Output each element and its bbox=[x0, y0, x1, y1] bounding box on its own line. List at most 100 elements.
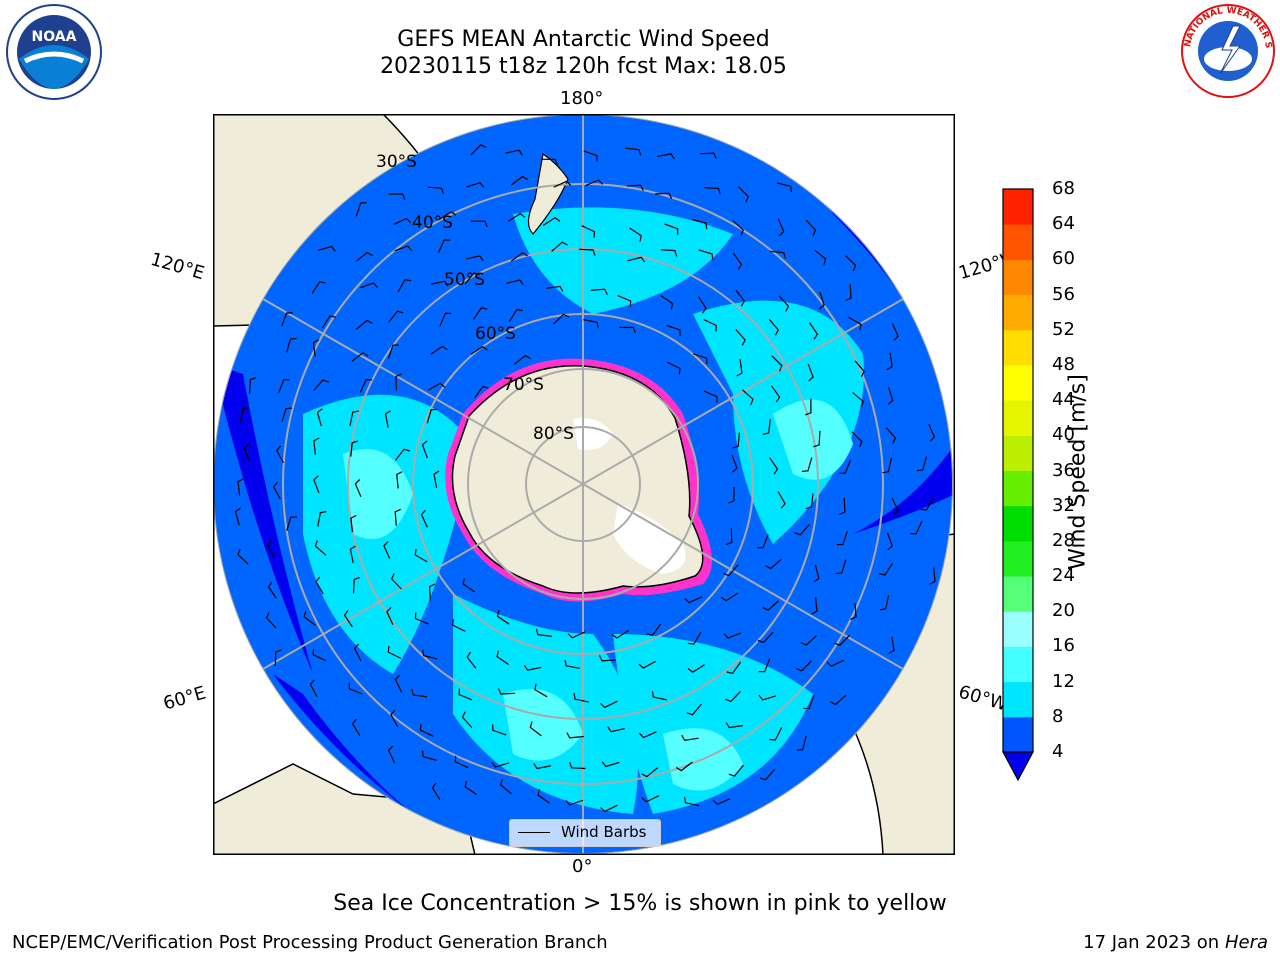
wind-barb bbox=[430, 345, 448, 355]
wind-barb bbox=[349, 545, 356, 564]
wind-barb bbox=[535, 628, 552, 637]
wind-barb bbox=[266, 540, 275, 558]
wind-barb bbox=[318, 245, 336, 252]
wind-barb bbox=[278, 379, 290, 394]
wind-barb bbox=[420, 509, 428, 528]
wind-barb bbox=[601, 761, 620, 768]
wind-barb bbox=[419, 724, 434, 737]
wind-barb bbox=[666, 324, 681, 336]
wind-barb bbox=[732, 432, 740, 449]
wind-barb bbox=[353, 643, 362, 662]
colorbar-tick-label: 24 bbox=[1052, 565, 1075, 587]
colorbar-tick-label: 20 bbox=[1052, 600, 1075, 622]
wind-barb bbox=[491, 761, 509, 768]
wind-barb bbox=[776, 182, 793, 193]
wind-barb bbox=[352, 576, 360, 594]
wind-barb bbox=[687, 664, 705, 673]
wind-barb bbox=[796, 735, 807, 751]
wind-barb bbox=[731, 454, 738, 473]
wind-barb bbox=[778, 295, 790, 312]
wind-barb bbox=[852, 392, 865, 408]
wind-barb bbox=[836, 530, 848, 546]
wind-barb bbox=[699, 152, 717, 159]
wind-barb bbox=[807, 363, 814, 382]
colorbar-segment bbox=[1003, 681, 1033, 718]
wind-barb bbox=[243, 443, 250, 462]
wind-barb bbox=[626, 184, 644, 192]
colorbar-segment bbox=[1003, 576, 1033, 612]
wind-barb bbox=[470, 220, 488, 228]
wind-barb bbox=[675, 761, 693, 772]
wind-barb bbox=[916, 456, 928, 472]
wind-barb bbox=[315, 576, 324, 595]
wind-barb bbox=[741, 389, 754, 406]
wind-barb bbox=[687, 631, 702, 645]
wind-barb bbox=[428, 583, 436, 601]
wind-barb bbox=[355, 319, 373, 330]
wind-barb bbox=[762, 418, 771, 436]
wind-barb bbox=[286, 337, 297, 353]
colorbar bbox=[1001, 188, 1035, 782]
chart-subtitle: 20230115 t18z 120h fcst Max: 18.05 bbox=[380, 54, 787, 79]
wind-barb bbox=[349, 410, 359, 426]
wind-barb bbox=[458, 688, 473, 701]
wind-barb bbox=[239, 407, 250, 423]
wind-barb bbox=[564, 659, 581, 669]
wind-barb bbox=[394, 674, 403, 693]
wind-barb bbox=[851, 431, 863, 448]
wind-barb bbox=[565, 799, 584, 806]
wind-barb bbox=[354, 479, 362, 497]
wind-barb bbox=[839, 459, 851, 474]
wind-barb bbox=[237, 548, 249, 565]
wind-barb bbox=[801, 457, 813, 472]
wind-barb bbox=[646, 623, 662, 636]
wind-barb bbox=[811, 597, 818, 615]
wind-barb bbox=[492, 724, 507, 736]
wind-barb bbox=[427, 186, 444, 195]
wind-barb bbox=[723, 632, 742, 639]
wind-barb bbox=[383, 541, 391, 559]
land-new-zealand bbox=[527, 152, 569, 235]
wind-barb bbox=[553, 180, 572, 188]
wind-barb bbox=[769, 457, 779, 475]
wind-barb bbox=[814, 249, 827, 265]
wind-barb bbox=[439, 210, 457, 220]
wind-barb bbox=[387, 344, 399, 359]
wind-barb bbox=[599, 700, 618, 709]
wind-barb bbox=[394, 245, 413, 252]
wind-barb bbox=[732, 220, 744, 236]
wind-barb bbox=[758, 658, 771, 673]
wind-barb bbox=[464, 780, 478, 796]
wind-barb bbox=[281, 312, 293, 327]
lat-label-70s: 70°S bbox=[503, 375, 544, 395]
wind-barb bbox=[351, 718, 361, 737]
wind-barb bbox=[462, 578, 475, 593]
colorbar-segment bbox=[1003, 259, 1033, 296]
wind-barb bbox=[886, 352, 893, 371]
wind-barb bbox=[829, 694, 847, 706]
wind-barb bbox=[735, 289, 746, 307]
lon-label-180: 180° bbox=[560, 88, 604, 109]
wind-barb bbox=[386, 606, 394, 625]
wind-barb bbox=[397, 279, 412, 293]
colorbar-tick-label: 48 bbox=[1052, 353, 1075, 375]
colorbar-label: Wind Speed [m/s] bbox=[1065, 374, 1091, 570]
wind-barb bbox=[421, 440, 428, 459]
wind-barb bbox=[885, 427, 897, 444]
wind-barb bbox=[542, 216, 561, 226]
wind-barb bbox=[660, 295, 674, 310]
wind-barb bbox=[360, 282, 378, 289]
colorbar-tick-label: 28 bbox=[1052, 529, 1075, 551]
lat-label-30s: 30°S bbox=[376, 152, 417, 172]
wind-barb bbox=[664, 223, 679, 235]
wind-barb bbox=[762, 600, 779, 611]
wind-barb bbox=[388, 193, 406, 200]
wind-barb bbox=[845, 284, 852, 302]
wind-barb bbox=[737, 186, 750, 203]
wind-barb bbox=[878, 562, 894, 576]
wind-barb bbox=[546, 285, 564, 292]
wind-barb bbox=[771, 355, 783, 372]
wind-barb bbox=[732, 252, 743, 270]
wind-barb bbox=[237, 478, 244, 496]
wind-barb bbox=[627, 256, 646, 263]
